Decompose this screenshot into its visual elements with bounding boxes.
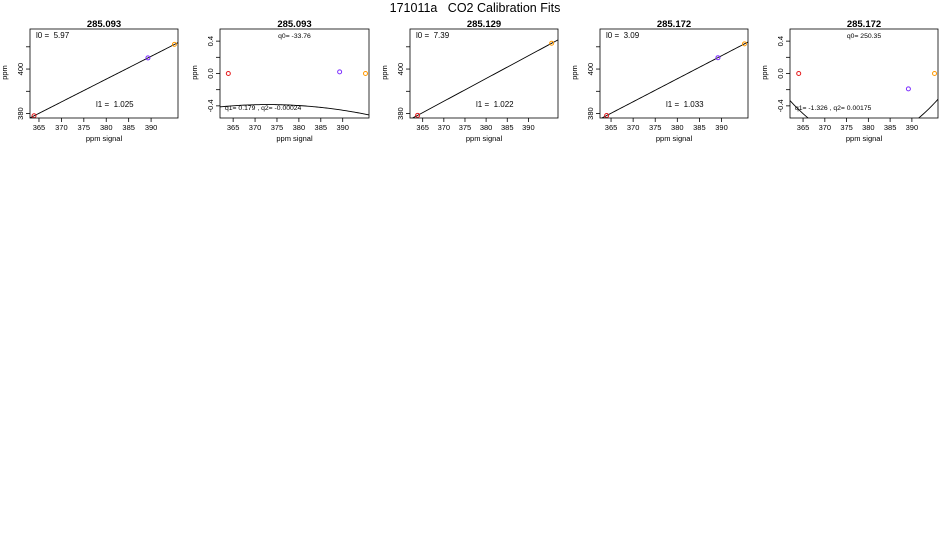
y-tick-label: 0.4 — [206, 36, 215, 46]
fit-line — [600, 41, 748, 118]
y-tick-label: 380 — [396, 107, 405, 120]
panel-3: 285.129 365 370 375 380 385 390 ppm signal 380 40… — [380, 19, 559, 143]
x-tick-label: 375 — [459, 123, 472, 132]
fit-annotation: l1 = 1.025 — [96, 100, 134, 109]
fit-annotation: q1= -1.326 , q2= 0.00175 — [795, 105, 872, 112]
calibration-point — [362, 71, 368, 76]
x-tick-label: 375 — [78, 123, 91, 132]
y-tick-label: 400 — [16, 63, 25, 76]
plot-frame — [599, 28, 749, 119]
x-axis-label: ppm signal — [466, 134, 503, 143]
fit-annotation: q0= 250.35 — [847, 33, 881, 40]
x-axis-label: ppm signal — [276, 134, 313, 143]
x-axis-label: ppm signal — [846, 134, 883, 143]
panel-4: 285.172 365 370 375 380 385 390 ppm signal 380 40… — [570, 19, 749, 143]
y-tick-label: 380 — [16, 107, 25, 120]
x-tick-label: 375 — [271, 123, 284, 132]
x-tick-label: 380 — [862, 123, 875, 132]
y-tick-label: 400 — [586, 63, 595, 76]
fit-line — [30, 42, 178, 118]
fit-annotation: l1 = 1.022 — [476, 100, 514, 109]
x-tick-label: 380 — [293, 123, 306, 132]
calibration-point — [415, 112, 421, 118]
x-tick-label: 380 — [100, 123, 113, 132]
panel-title: 285.129 — [467, 19, 501, 30]
fit-line — [220, 104, 369, 116]
x-tick-label: 365 — [416, 123, 429, 132]
calibration-point — [171, 41, 177, 47]
calibration-point — [932, 71, 938, 76]
calibration-point — [549, 40, 555, 46]
x-tick-label: 385 — [122, 123, 135, 132]
plot-frame — [409, 28, 559, 119]
plot-frame — [29, 28, 179, 119]
y-axis-label: ppm — [570, 65, 579, 80]
calibration-point — [905, 86, 911, 92]
x-tick-label: 390 — [336, 123, 349, 132]
x-tick-label: 385 — [693, 123, 706, 132]
calibration-point — [337, 69, 343, 75]
x-axis-label: ppm signal — [86, 134, 123, 143]
calibration-point — [715, 55, 721, 61]
figure-title: 171011a CO2 Calibration Fits — [389, 1, 561, 15]
panel-2: 285.093 365 370 375 380 385 390 ppm signal -0.4 0… — [190, 19, 370, 143]
calibration-point — [796, 71, 802, 76]
fit-annotation: l0 = 5.97 — [36, 31, 70, 40]
x-tick-label: 375 — [840, 123, 853, 132]
y-tick-label: -0.4 — [776, 99, 785, 112]
panel-title: 285.172 — [847, 19, 881, 30]
panel-5: 285.172 365 370 375 380 385 390 ppm signal -0.4 0… — [760, 19, 939, 143]
y-axis-label: ppm — [0, 65, 9, 80]
x-tick-label: 365 — [227, 123, 240, 132]
x-tick-label: 385 — [315, 123, 328, 132]
y-tick-label: 380 — [586, 107, 595, 120]
panel-title: 285.093 — [87, 19, 121, 30]
x-tick-label: 365 — [605, 123, 618, 132]
panel-title: 285.172 — [657, 19, 691, 30]
fit-line — [411, 39, 558, 118]
fit-annotation: q0= -33.76 — [278, 33, 311, 40]
y-axis-label: ppm — [760, 65, 769, 80]
panel-1: 285.093 365 370 375 380 385 390 ppm signal 380 40… — [0, 19, 179, 143]
x-tick-label: 380 — [480, 123, 493, 132]
x-tick-label: 365 — [797, 123, 810, 132]
panel-title: 285.093 — [277, 19, 311, 30]
calibration-point — [604, 113, 610, 119]
x-tick-label: 365 — [33, 123, 46, 132]
x-tick-label: 385 — [501, 123, 514, 132]
x-tick-label: 370 — [55, 123, 68, 132]
y-axis-label: ppm — [380, 65, 389, 80]
x-tick-label: 370 — [819, 123, 832, 132]
calibration-point — [225, 71, 231, 76]
fit-annotation: l1 = 1.033 — [666, 100, 704, 109]
y-axis-label: ppm — [190, 65, 199, 80]
calibration-point — [145, 55, 151, 61]
x-axis-label: ppm signal — [656, 134, 693, 143]
x-tick-label: 390 — [715, 123, 728, 132]
x-tick-label: 370 — [627, 123, 640, 132]
y-tick-label: 0.0 — [206, 68, 215, 78]
y-tick-label: 0.4 — [776, 36, 785, 46]
fit-annotation: l0 = 7.39 — [416, 31, 450, 40]
x-tick-label: 380 — [671, 123, 684, 132]
x-tick-label: 375 — [649, 123, 662, 132]
y-tick-label: 0.0 — [776, 68, 785, 78]
x-tick-label: 370 — [249, 123, 262, 132]
y-tick-label: -0.4 — [206, 99, 215, 112]
x-tick-label: 390 — [906, 123, 919, 132]
calibration-point — [741, 41, 747, 47]
x-tick-label: 385 — [884, 123, 897, 132]
x-tick-label: 370 — [438, 123, 451, 132]
x-tick-label: 390 — [522, 123, 535, 132]
x-tick-label: 390 — [145, 123, 158, 132]
fit-annotation: q1= 0.179 , q2= -0.00024 — [225, 105, 302, 112]
fit-annotation: l0 = 3.09 — [606, 31, 640, 40]
y-tick-label: 400 — [396, 63, 405, 76]
